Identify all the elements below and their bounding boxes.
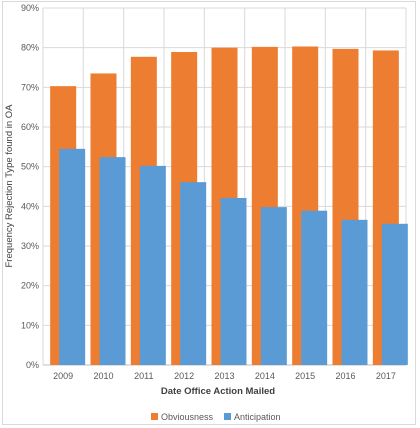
y-tick-label: 20%: [21, 281, 39, 291]
y-tick-label: 80%: [21, 43, 39, 53]
x-tick-label: 2010: [93, 371, 113, 381]
x-tick-label: 2014: [255, 371, 275, 381]
y-axis-title: Frequency Rejection Type found in OA: [4, 104, 15, 268]
x-axis-title: Date Office Action Mailed: [161, 386, 275, 397]
legend-item-obviousness: Obviousness: [151, 412, 214, 422]
legend-label: Anticipation: [234, 412, 281, 422]
legend-item-anticipation: Anticipation: [224, 412, 281, 422]
x-tick-label: 2013: [214, 371, 234, 381]
x-tick-label: 2016: [335, 371, 355, 381]
bar-anticipation: [382, 224, 408, 365]
x-axis-ticks: 2009 2010 2011 2012 2013 2014 2015 2016 2017: [53, 371, 396, 381]
y-tick-label: 0%: [26, 360, 39, 370]
legend-swatch: [224, 413, 231, 420]
x-tick-label: 2009: [53, 371, 73, 381]
x-tick-label: 2017: [376, 371, 396, 381]
y-tick-label: 40%: [21, 201, 39, 211]
x-tick-label: 2011: [134, 371, 153, 381]
y-tick-label: 90%: [21, 3, 39, 13]
bar-anticipation: [59, 149, 85, 365]
bar-anticipation: [261, 207, 287, 365]
y-tick-label: 50%: [21, 162, 39, 172]
bar-anticipation: [100, 157, 126, 365]
bar-anticipation: [140, 166, 166, 365]
y-tick-label: 30%: [21, 241, 39, 251]
y-axis-ticks: 0% 10% 20% 30% 40% 50% 60% 70% 80% 90%: [21, 3, 39, 370]
x-tick-label: 2012: [174, 371, 194, 381]
bars: [50, 46, 408, 365]
x-tick-label: 2015: [295, 371, 315, 381]
legend-label: Obviousness: [161, 412, 214, 422]
y-tick-label: 60%: [21, 122, 39, 132]
bar-anticipation: [221, 198, 247, 365]
y-tick-label: 10%: [21, 320, 39, 330]
bar-anticipation: [342, 220, 368, 365]
bar-anticipation: [180, 182, 206, 365]
legend-swatch: [151, 413, 158, 420]
legend: Obviousness Anticipation: [151, 412, 281, 422]
bar-anticipation: [301, 211, 327, 365]
y-tick-label: 70%: [21, 82, 39, 92]
